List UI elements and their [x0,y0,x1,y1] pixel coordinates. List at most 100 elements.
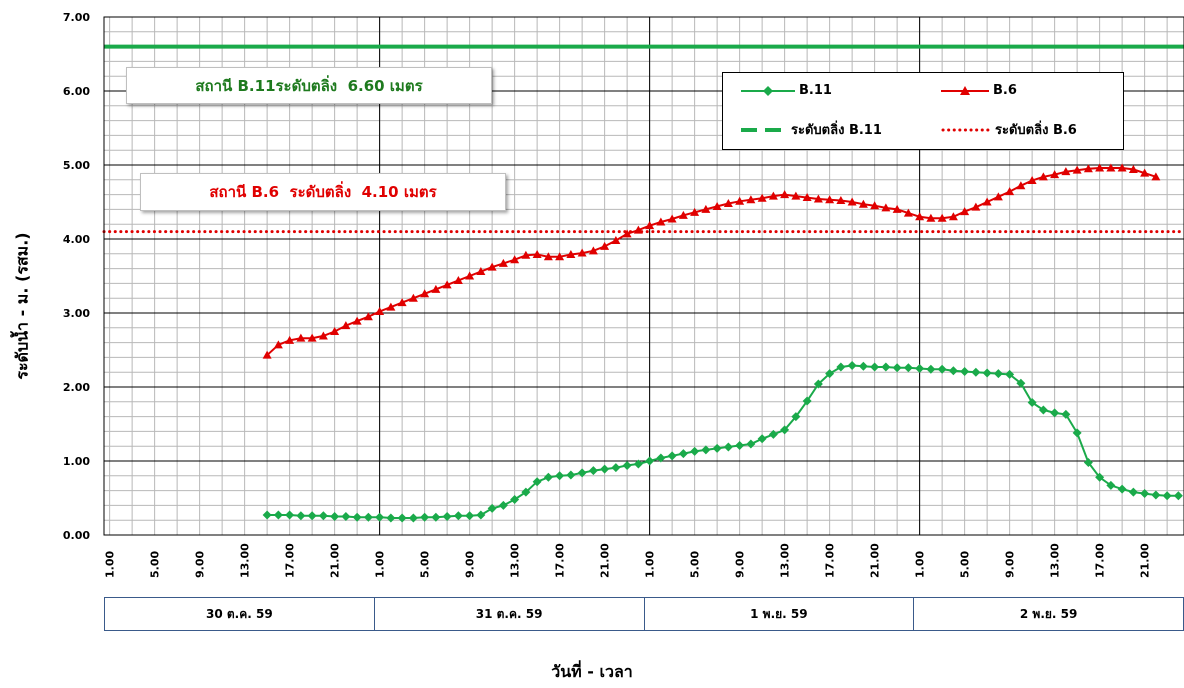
series-line [267,364,1179,519]
data-point [847,197,857,206]
data-point [566,470,576,480]
data-point [723,442,733,452]
data-point [577,468,587,478]
data-point [1106,163,1116,172]
data-point [465,511,475,521]
legend-label-bank-b11: ระดับตลิ่ง B.11 [791,123,882,138]
x-tick-label: 13.00 [239,543,252,578]
data-point [431,512,441,522]
data-point [836,196,846,205]
data-point [1050,170,1060,179]
data-point [1005,187,1015,196]
data-point [1038,405,1048,415]
series-group [262,163,1183,523]
data-point [352,512,362,522]
x-tick-label: 13.00 [509,543,522,578]
data-point [892,204,902,213]
data-point [543,252,553,261]
data-point [555,252,565,261]
data-point [521,250,531,259]
y-tick-label: 5.00 [63,159,90,172]
data-point [948,212,958,221]
data-point [498,500,508,510]
data-point [307,511,317,521]
x-tick-label: 13.00 [1049,543,1062,578]
data-point [453,511,463,521]
data-point [633,459,643,469]
data-point [262,350,272,359]
y-tick-label: 3.00 [63,307,90,320]
data-point [701,204,711,213]
legend-label-bank-b6: ระดับตลิ่ง B.6 [995,123,1077,138]
x-tick-label: 9.00 [734,551,747,578]
data-point [600,241,610,250]
data-point [408,293,418,302]
x-tick-label: 17.00 [824,543,837,578]
data-point [903,208,913,217]
data-point [600,464,610,474]
data-point [678,449,688,459]
data-point [375,512,385,522]
annotation-b6-bank: สถานี B.6 ระดับตลิ่ง 4.10 เมตร [140,173,506,211]
data-point [1095,472,1105,482]
y-tick-labels: 0.00 1.00 2.00 3.00 4.00 5.00 6.00 7.00 [63,11,90,542]
data-point [1151,172,1161,181]
data-point [645,221,655,230]
data-point [296,333,306,342]
data-point [993,369,1003,379]
data-point [273,340,283,349]
data-point [757,434,767,444]
legend-item-bank-b6: ระดับตลิ่ง B.6 [941,119,1077,140]
x-tick-label: 21.00 [1139,543,1152,578]
data-point [780,190,790,199]
data-point [667,451,677,461]
data-point [791,412,801,422]
data-point [701,445,711,455]
data-point [926,213,936,222]
x-tick-label: 9.00 [464,551,477,578]
legend-item-b6: B.6 [941,83,1017,98]
data-point [386,302,396,311]
data-point [768,429,778,439]
data-point [1128,164,1138,173]
data-point [1128,487,1138,497]
x-tick-label: 9.00 [1004,551,1017,578]
y-tick-label: 2.00 [63,381,90,394]
data-point [487,503,497,513]
data-point [1027,176,1037,185]
x-tick-label: 21.00 [329,543,342,578]
data-point [1083,164,1093,173]
data-point [577,248,587,257]
data-point [712,443,722,453]
date-row: 30 ต.ค. 59 31 ต.ค. 59 1 พ.ย. 59 2 พ.ย. 5… [104,597,1184,631]
data-point [937,364,947,374]
data-point [960,207,970,216]
data-point [847,361,857,371]
data-point [746,439,756,449]
data-point [858,199,868,208]
data-point [645,456,655,466]
data-point [1095,163,1105,172]
data-point [1151,490,1161,500]
data-point [420,512,430,522]
x-tick-labels: 1.00 5.00 9.00 13.00 17.00 21.00 1.00 5.00 9.00 1… [104,543,1152,578]
x-tick-label: 17.00 [284,543,297,578]
legend-swatch-b11 [741,85,795,96]
data-point [532,250,542,259]
data-point [690,446,700,456]
data-point [510,255,520,264]
data-point [588,466,598,476]
data-point [555,471,565,481]
data-point [498,258,508,267]
legend-item-b11: B.11 [741,83,832,98]
data-point [735,440,745,450]
x-tick-label: 5.00 [689,551,702,578]
data-point [397,298,407,307]
y-tick-label: 0.00 [63,529,90,542]
data-point [937,213,947,222]
data-point [453,275,463,284]
data-point [408,513,418,523]
data-point [330,327,340,335]
data-point [1173,491,1183,501]
data-point [960,366,970,376]
